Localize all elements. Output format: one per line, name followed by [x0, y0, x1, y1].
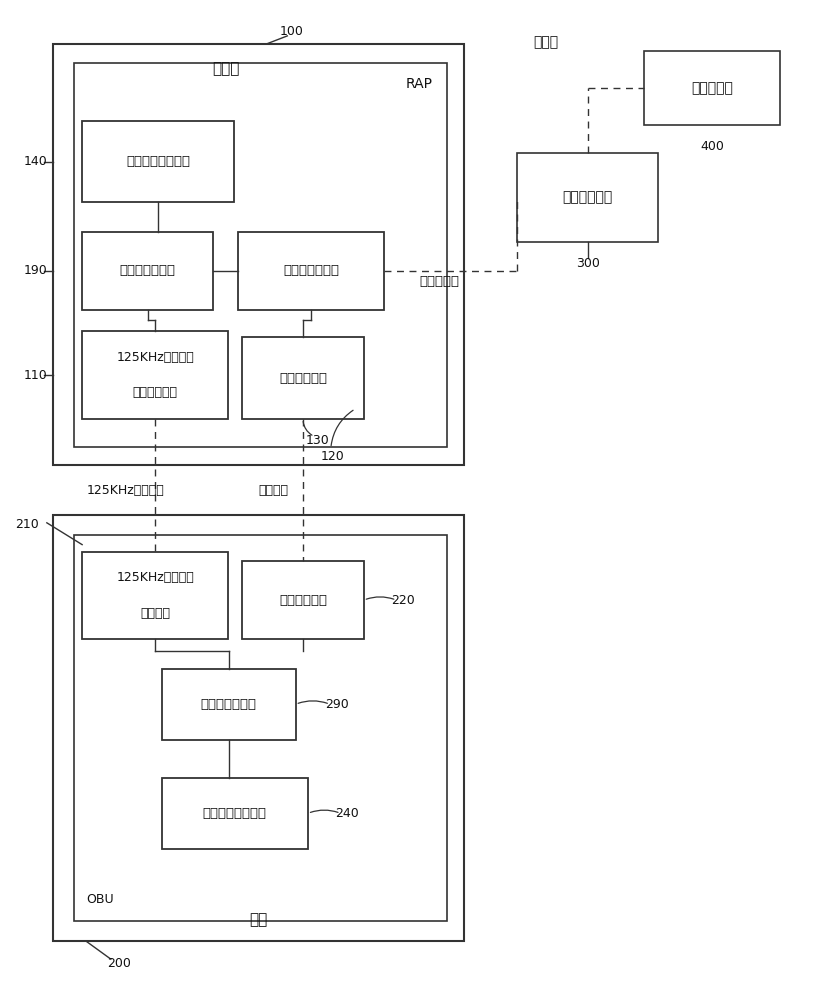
Text: 第一蓝牙模块: 第一蓝牙模块 — [278, 372, 326, 385]
Bar — [161, 669, 295, 740]
Text: 第二微控制单元: 第二微控制单元 — [200, 698, 257, 711]
Bar — [82, 121, 233, 202]
Text: 广域传感网: 广域传感网 — [419, 275, 459, 288]
Bar — [53, 44, 463, 465]
Text: 200: 200 — [107, 957, 131, 970]
Text: 130: 130 — [306, 434, 330, 447]
Text: 广域网: 广域网 — [532, 35, 558, 49]
Text: 第二硬件安全模块: 第二硬件安全模块 — [203, 807, 267, 820]
Text: 车辆: 车辆 — [249, 912, 267, 927]
Bar — [82, 232, 213, 310]
Text: 140: 140 — [23, 155, 47, 168]
Text: 125KHz低频唤醒: 125KHz低频唤醒 — [116, 351, 194, 364]
Bar — [643, 51, 779, 125]
Text: 信号发射电路: 信号发射电路 — [132, 386, 177, 399]
Text: 110: 110 — [23, 369, 47, 382]
Text: 接收电路: 接收电路 — [140, 607, 170, 620]
Text: 广域传感网模块: 广域传感网模块 — [282, 264, 339, 277]
Text: 第二蓝牙模块: 第二蓝牙模块 — [278, 594, 326, 607]
Text: 125KHz低频唤醒: 125KHz低频唤醒 — [116, 571, 194, 584]
Text: RAP: RAP — [405, 77, 432, 91]
Text: 第一硬件安全模块: 第一硬件安全模块 — [126, 155, 190, 168]
Text: 400: 400 — [699, 140, 723, 153]
Bar — [161, 778, 307, 849]
Text: 300: 300 — [575, 257, 599, 270]
Text: 290: 290 — [325, 698, 348, 711]
Text: 第一微控制单元: 第一微控制单元 — [119, 264, 176, 277]
Bar — [242, 337, 363, 419]
Bar — [74, 63, 447, 447]
Text: 120: 120 — [320, 450, 344, 463]
Text: 后台服务器: 后台服务器 — [691, 81, 732, 95]
Bar — [82, 331, 228, 419]
Text: OBU: OBU — [86, 893, 113, 906]
Bar — [74, 535, 447, 921]
Text: 220: 220 — [391, 594, 414, 607]
Text: 100: 100 — [279, 25, 303, 38]
Bar — [82, 552, 228, 639]
Text: 125KHz低频信号: 125KHz低频信号 — [87, 484, 164, 497]
Text: 240: 240 — [335, 807, 359, 820]
Text: 210: 210 — [15, 518, 39, 531]
Bar — [53, 515, 463, 941]
Text: 蓝牙信号: 蓝牙信号 — [258, 484, 288, 497]
Text: 停车位: 停车位 — [212, 61, 239, 76]
Text: 190: 190 — [23, 264, 47, 277]
Text: 广域传感网关: 广域传感网关 — [562, 191, 612, 205]
Bar — [517, 153, 657, 242]
Bar — [242, 561, 363, 639]
Bar — [238, 232, 383, 310]
